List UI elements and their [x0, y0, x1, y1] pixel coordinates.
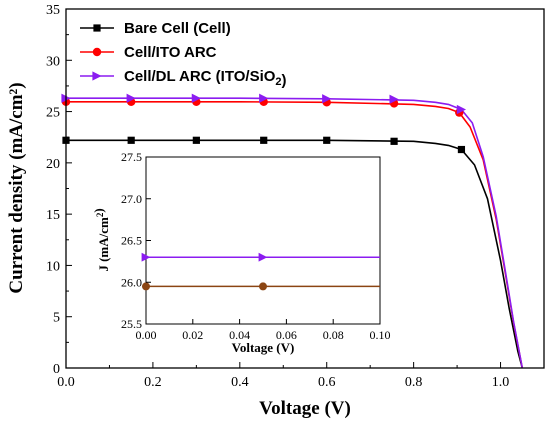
data-point-cell-dl-arc-ito-sio2: [456, 104, 467, 115]
inset-y-tick-label: 26.5: [121, 234, 142, 248]
inset-x-tick-label: 0.06: [276, 328, 297, 342]
legend-item-cell-dl-arc-ito-sio2: Cell/DL ARC (ITO/SiO2): [80, 68, 287, 89]
legend-item-bare-cell-cell: Bare Cell (Cell): [80, 20, 231, 37]
inset-x-tick-label: 0.04: [229, 328, 250, 342]
main-y-ticks: 0 5 10 15 20 25 30 35: [46, 3, 72, 377]
x-tick-label: 0.8: [405, 375, 423, 390]
x-tick-label: 0.6: [318, 375, 336, 390]
legend-label: Cell/ITO ARC: [124, 44, 217, 61]
y-tick-label: 5: [53, 311, 60, 326]
legend-marker: [92, 47, 102, 57]
data-point-cell-dl-arc-ito-sio2: [389, 94, 399, 104]
y-tick-label: 20: [46, 157, 60, 172]
series-line-bare-cell-cell: [66, 139, 524, 369]
series-line-cell-dl-arc-ito-sio2: [66, 97, 524, 369]
inset-y-tick-label: 26.0: [121, 275, 142, 289]
legend-label: Bare Cell (Cell): [124, 20, 231, 37]
y-tick-label: 25: [46, 106, 60, 121]
inset-y-tick-label: 25.5: [121, 317, 142, 331]
inset-x-tick-label: 0.00: [136, 328, 157, 342]
x-tick-label: 0.2: [144, 375, 162, 390]
legend: Bare Cell (Cell) Cell/ITO ARC Cell/DL ARC …: [80, 20, 287, 89]
y-tick-label: 35: [46, 3, 60, 18]
main-plot: 0.0 0.2 0.4 0.6 0.8 1.0 0 5 10 15 20 25 30 35 Voltag…: [6, 3, 545, 419]
legend-item-cell-ito-arc: Cell/ITO ARC: [80, 44, 217, 61]
legend-marker: [93, 24, 101, 32]
data-point-cell-dl-arc-ito-sio2: [322, 94, 332, 104]
inset-y-tick-label: 27.0: [121, 192, 142, 206]
data-point-bare-cell-cell: [260, 136, 268, 144]
inset-y-ticks: 25.5 26.0 26.5 27.0 27.5: [121, 150, 151, 331]
inset-plot-frame: [145, 156, 381, 325]
main-curves: [66, 97, 524, 369]
inset-x-axis-title: Voltage (V): [232, 340, 295, 355]
data-point-bare-cell-cell: [192, 136, 200, 144]
inset-x-tick-label: 0.08: [323, 328, 344, 342]
x-axis-title: Voltage (V): [259, 398, 351, 419]
inset-y-tick-label: 27.5: [121, 150, 142, 164]
inset-plot: 0.00 0.02 0.04 0.06 0.08 0.10 25.5 26.0 26.5 27.…: [91, 150, 391, 355]
data-point-bare-cell-cell: [127, 136, 135, 144]
x-tick-label: 1.0: [492, 375, 510, 390]
y-tick-label: 0: [53, 362, 60, 377]
y-tick-label: 30: [46, 54, 60, 69]
legend-marker: [92, 71, 102, 81]
x-tick-label: 0.4: [231, 375, 249, 390]
inset-x-ticks: 0.00 0.02 0.04 0.06 0.08 0.10: [136, 319, 391, 342]
data-point-bare-cell-cell: [457, 145, 466, 154]
data-point-cell-dl-arc-ito-sio2: [259, 93, 269, 103]
data-point-bare-cell-cell: [323, 136, 331, 144]
inset-data-point: [141, 252, 151, 262]
inset-data-point: [258, 252, 268, 262]
y-tick-label: 10: [46, 259, 60, 274]
inset-curves: [141, 252, 380, 291]
data-point-cell-dl-arc-ito-sio2: [191, 93, 201, 103]
legend-label: Cell/DL ARC (ITO/SiO2): [124, 68, 287, 89]
inset-data-point: [259, 282, 267, 291]
y-axis-title: Current density (mA/cm²): [6, 82, 27, 293]
y-tick-label: 15: [46, 208, 60, 223]
inset-x-tick-label: 0.02: [182, 328, 203, 342]
inset-data-point: [142, 282, 150, 291]
inset-x-tick-label: 0.10: [370, 328, 391, 342]
main-markers: [61, 93, 467, 154]
main-x-ticks: 0.0 0.2 0.4 0.6 0.8 1.0: [57, 362, 545, 390]
data-point-cell-dl-arc-ito-sio2: [126, 93, 136, 103]
inset-y-axis-title: J (mA/cm2): [91, 208, 111, 271]
x-tick-label: 0.0: [57, 375, 75, 390]
data-point-bare-cell-cell: [390, 137, 398, 145]
